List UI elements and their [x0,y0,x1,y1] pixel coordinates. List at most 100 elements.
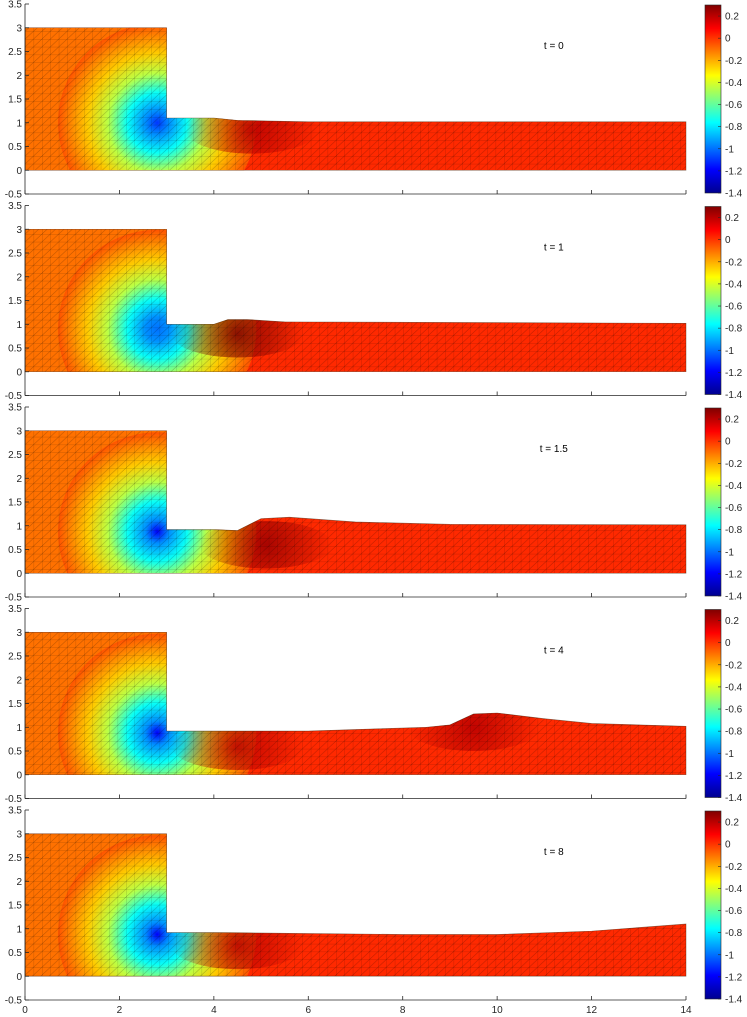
y-tick-label: 1.5 [8,296,22,307]
y-tick-label: -0.5 [5,391,23,402]
colorbar-tick-label: -0.4 [725,481,743,492]
colorbar [704,407,722,597]
colorbar-tick-label: -0.8 [725,727,743,738]
y-tick-label: 1.5 [8,699,22,710]
panel-1: -0.5 0 0.5 1 1.5 2 2.5 3 3.5 t = 0 0.2 0 -0.2 -0.4 -0.… [5,0,743,201]
mesh-overlay [25,430,686,574]
y-tick-label: 0.5 [8,747,22,758]
colorbar-tick-label: -0.4 [725,279,743,290]
y-tick-label: 2.5 [8,249,22,260]
colorbar-tick-label: -1 [725,346,734,357]
colorbar-tick-label: 0.2 [725,12,739,23]
domain-outline [24,27,687,171]
y-tick-label: -0.5 [5,190,23,201]
y-tick-label: 0.5 [8,948,22,959]
x-tick-label: 10 [492,1005,504,1016]
colorbar-tick-label: -0.4 [725,78,743,89]
x-tick-label: 2 [117,1005,123,1016]
y-tick-label: 0 [16,770,22,781]
y-tick-label: 1.5 [8,95,22,106]
colorbar [704,609,722,798]
x-tick-label: 14 [680,1005,692,1016]
panel-5: -0.500.511.522.533.50 2 4 6 8 10 12 14t = 80.20… [5,806,743,1017]
colorbar-tick-label: -0.8 [725,928,743,939]
y-tick-label: 2 [16,675,22,686]
time-label: t = 1 [544,243,564,254]
y-tick-label: 3.5 [8,0,22,11]
colorbar-tick-label: -1.4 [725,995,743,1006]
mesh-overlay [25,27,686,171]
colorbar [704,4,722,194]
x-tick-label: 12 [586,1005,598,1016]
y-tick-label: 0.5 [8,344,22,355]
y-tick-label: 2.5 [8,450,22,461]
domain-outline [24,833,687,977]
colorbar-tick-label: -1.2 [725,771,743,782]
y-tick-label: 0 [16,367,22,378]
y-tick-label: 0 [16,972,22,983]
colorbar-tick-label: -0.8 [725,324,743,335]
colorbar [704,206,722,395]
colorbar-tick-label: -0.2 [725,56,743,67]
x-tick-label: 6 [306,1005,312,1016]
colorbar-tick-label: -0.8 [725,525,743,536]
y-tick-label: 1 [16,521,22,532]
colorbar-tick-label: -1.2 [725,972,743,983]
y-tick-label: 3.5 [8,201,22,212]
x-tick-label: 8 [400,1005,406,1016]
colorbar-tick-label: 0 [725,437,731,448]
y-tick-label: 2 [16,272,22,283]
y-tick-label: 3.5 [8,403,22,414]
colorbar-tick-label: 0.2 [725,415,739,426]
mesh-overlay [25,833,686,977]
colorbar-tick-label: -0.8 [725,122,743,133]
colorbar-tick-label: -1 [725,144,734,155]
panel-field [25,430,686,574]
y-tick-label: 0 [16,166,22,177]
y-tick-label: 1 [16,924,22,935]
colorbar-tick-label: -1.4 [725,390,743,401]
panel-field [25,632,686,775]
colorbar-tick-label: -0.4 [725,884,743,895]
y-tick-label: 0.5 [8,142,22,153]
colorbar-tick-label: -1.4 [725,592,743,603]
y-tick-label: 0 [16,569,22,580]
time-label: t = 4 [544,646,564,657]
y-tick-label: 3 [16,829,22,840]
colorbar-tick-label: -1 [725,950,734,961]
y-tick-label: 3 [16,628,22,639]
y-tick-label: 3 [16,23,22,34]
y-tick-label: 3 [16,426,22,437]
y-tick-label: 3 [16,225,22,236]
colorbar-tick-label: -0.2 [725,459,743,470]
colorbar-tick-label: -0.6 [725,302,743,313]
colorbar-tick-label: -1.2 [725,166,743,177]
mesh-overlay [25,229,686,372]
colorbar-tick-label: 0 [725,34,731,45]
x-tick-label: 0 [22,1005,28,1016]
colorbar-tick-label: -1.4 [725,189,743,200]
x-tick-label: 4 [211,1005,217,1016]
colorbar-tick-label: -0.2 [725,257,743,268]
colorbar-tick-label: -1.2 [725,368,743,379]
y-tick-label: 1 [16,118,22,129]
colorbar-tick-label: -0.6 [725,100,743,111]
panel-field [25,27,686,171]
y-tick-label: 1.5 [8,901,22,912]
colorbar-tick-label: 0 [725,235,731,246]
panel-field [25,833,686,977]
colorbar-tick-label: -1.4 [725,793,743,804]
colorbar-tick-label: 0.2 [725,818,739,829]
domain-outline [24,631,687,776]
colorbar-tick-label: -0.6 [725,705,743,716]
colorbar-tick-label: -1.2 [725,569,743,580]
colorbar-tick-label: 0.2 [725,616,739,627]
colorbar-tick-label: -0.4 [725,682,743,693]
colorbar-tick-label: 0 [725,840,731,851]
panel-4: -0.5 0 0.5 1 1.5 2 2.5 3 3.5 t = 4 0.2 0 -0.2 -0.4 -0.… [5,604,743,805]
time-label: t = 0 [544,41,564,52]
y-tick-label: 2 [16,474,22,485]
mesh-overlay [25,632,686,775]
time-label: t = 8 [544,847,564,858]
